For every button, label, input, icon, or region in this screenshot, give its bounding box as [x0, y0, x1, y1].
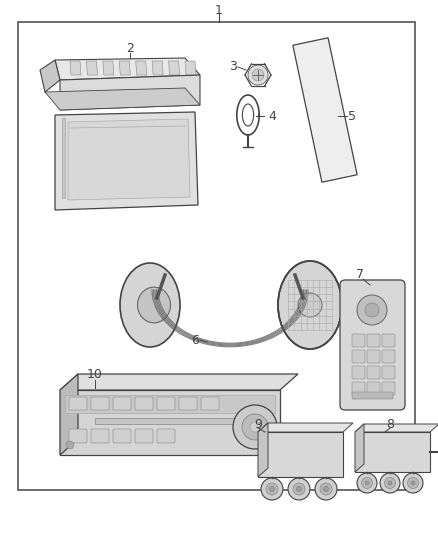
Circle shape — [411, 481, 415, 485]
Text: 3: 3 — [229, 60, 237, 72]
Polygon shape — [45, 88, 200, 110]
FancyBboxPatch shape — [352, 382, 365, 395]
Bar — [258, 432, 343, 477]
FancyBboxPatch shape — [135, 397, 153, 410]
Polygon shape — [86, 61, 97, 75]
FancyBboxPatch shape — [367, 382, 380, 395]
Polygon shape — [169, 61, 180, 75]
FancyBboxPatch shape — [367, 334, 380, 347]
FancyBboxPatch shape — [69, 429, 87, 443]
Circle shape — [357, 295, 387, 325]
Text: 4: 4 — [268, 109, 276, 123]
Polygon shape — [68, 119, 190, 200]
FancyBboxPatch shape — [157, 429, 175, 443]
Text: 9: 9 — [254, 418, 262, 432]
Polygon shape — [258, 423, 353, 432]
Circle shape — [388, 481, 392, 485]
Polygon shape — [103, 61, 114, 75]
Text: 1: 1 — [215, 4, 223, 17]
FancyBboxPatch shape — [382, 382, 395, 395]
FancyBboxPatch shape — [352, 350, 365, 363]
Polygon shape — [355, 424, 364, 472]
FancyBboxPatch shape — [91, 429, 109, 443]
Polygon shape — [119, 61, 130, 75]
Text: 5: 5 — [348, 109, 356, 123]
FancyBboxPatch shape — [382, 350, 395, 363]
Circle shape — [266, 483, 278, 495]
Text: 6: 6 — [191, 334, 199, 346]
Polygon shape — [60, 75, 200, 110]
Circle shape — [324, 487, 328, 491]
FancyBboxPatch shape — [113, 397, 131, 410]
Bar — [65, 395, 275, 413]
Circle shape — [365, 481, 369, 485]
Polygon shape — [355, 424, 438, 432]
Text: 8: 8 — [386, 418, 394, 432]
Circle shape — [66, 441, 74, 449]
Polygon shape — [60, 374, 78, 455]
FancyBboxPatch shape — [352, 366, 365, 379]
FancyBboxPatch shape — [135, 429, 153, 443]
Bar — [18, 22, 415, 490]
Circle shape — [248, 65, 268, 85]
Circle shape — [242, 414, 268, 440]
FancyBboxPatch shape — [179, 397, 197, 410]
Polygon shape — [60, 374, 298, 390]
Circle shape — [298, 293, 322, 317]
Polygon shape — [136, 61, 147, 75]
Circle shape — [320, 483, 332, 495]
Bar — [355, 432, 430, 472]
Bar — [62, 118, 65, 198]
Circle shape — [288, 478, 310, 500]
Text: 10: 10 — [87, 368, 103, 382]
FancyBboxPatch shape — [69, 397, 87, 410]
Circle shape — [361, 478, 372, 489]
FancyBboxPatch shape — [201, 397, 219, 410]
Polygon shape — [55, 58, 200, 80]
Polygon shape — [40, 60, 60, 92]
Circle shape — [261, 478, 283, 500]
Circle shape — [250, 422, 260, 432]
FancyBboxPatch shape — [382, 366, 395, 379]
Polygon shape — [70, 61, 81, 75]
Circle shape — [357, 473, 377, 493]
FancyBboxPatch shape — [352, 334, 365, 347]
Polygon shape — [258, 423, 268, 477]
Circle shape — [293, 483, 305, 495]
Bar — [95, 418, 240, 424]
Polygon shape — [293, 38, 357, 182]
FancyBboxPatch shape — [382, 334, 395, 347]
Circle shape — [269, 487, 275, 491]
FancyBboxPatch shape — [340, 280, 405, 410]
Ellipse shape — [138, 287, 170, 323]
Polygon shape — [152, 61, 163, 75]
Bar — [60, 390, 280, 455]
Circle shape — [297, 487, 301, 491]
Ellipse shape — [278, 261, 342, 349]
Circle shape — [385, 478, 396, 489]
Text: 2: 2 — [126, 42, 134, 54]
Circle shape — [315, 478, 337, 500]
Circle shape — [233, 405, 277, 449]
Text: 7: 7 — [356, 269, 364, 281]
Circle shape — [252, 69, 264, 81]
Circle shape — [407, 478, 418, 489]
FancyBboxPatch shape — [113, 429, 131, 443]
Polygon shape — [55, 112, 198, 210]
Polygon shape — [185, 61, 196, 75]
FancyBboxPatch shape — [91, 397, 109, 410]
FancyBboxPatch shape — [367, 350, 380, 363]
Circle shape — [403, 473, 423, 493]
Ellipse shape — [120, 263, 180, 347]
Circle shape — [365, 303, 379, 317]
FancyBboxPatch shape — [367, 366, 380, 379]
Circle shape — [380, 473, 400, 493]
FancyBboxPatch shape — [157, 397, 175, 410]
FancyBboxPatch shape — [352, 392, 393, 399]
